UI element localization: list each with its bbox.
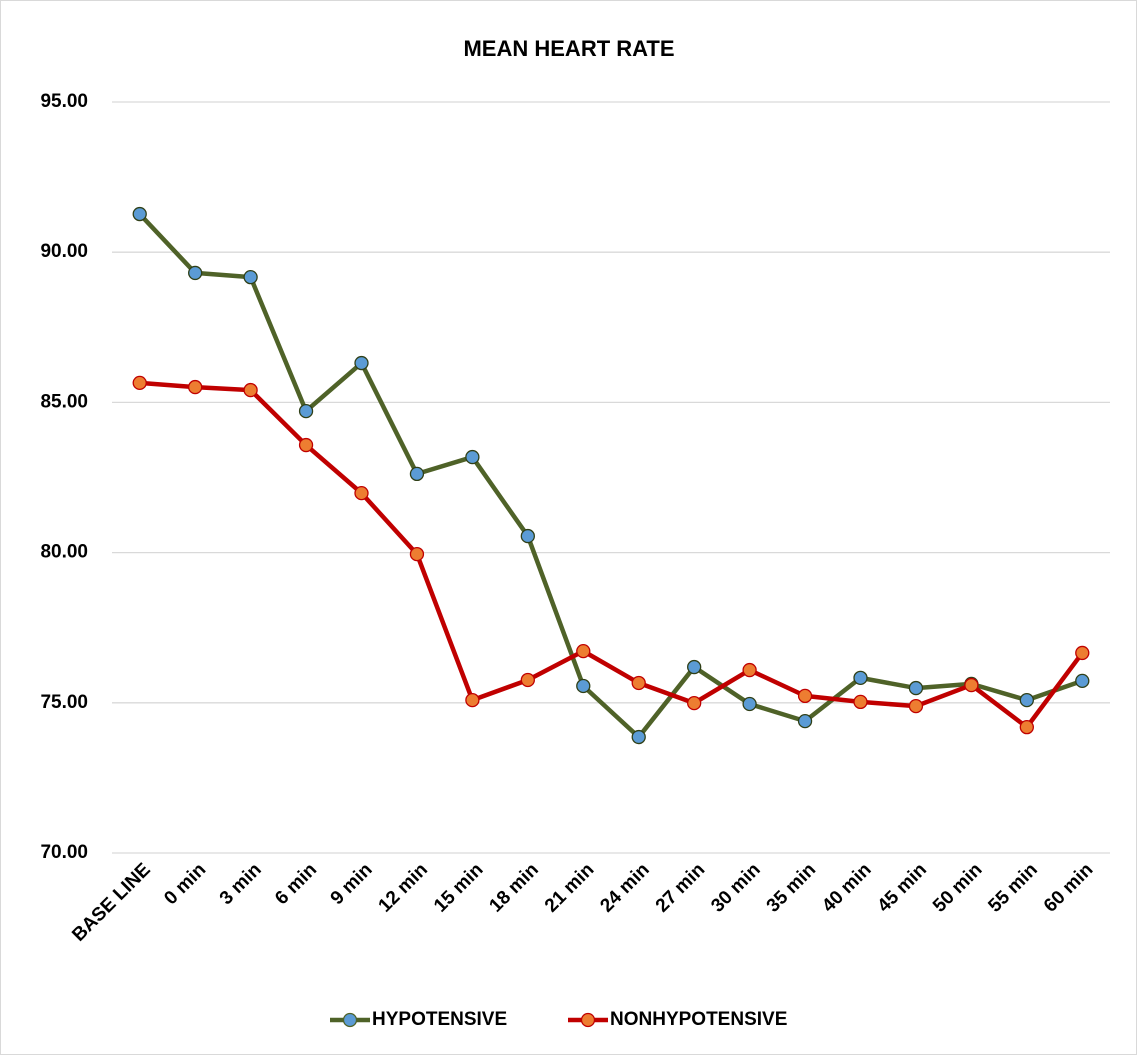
marker bbox=[964, 677, 979, 693]
marker bbox=[853, 694, 868, 710]
marker bbox=[576, 643, 591, 659]
marker bbox=[465, 692, 480, 708]
marker bbox=[298, 403, 314, 419]
legend-label: NONHYPOTENSIVE bbox=[610, 1009, 787, 1030]
series-line bbox=[138, 212, 1084, 740]
marker bbox=[1019, 692, 1034, 708]
marker bbox=[409, 546, 425, 562]
marker bbox=[742, 696, 757, 712]
marker bbox=[520, 672, 535, 688]
y-tick-label: 90.00 bbox=[40, 241, 88, 262]
marker bbox=[687, 659, 702, 675]
marker bbox=[908, 680, 924, 696]
y-tick-label: 75.00 bbox=[40, 692, 88, 713]
marker bbox=[1075, 645, 1090, 661]
y-tick-label: 95.00 bbox=[40, 91, 88, 112]
series-line bbox=[139, 380, 1085, 730]
marker bbox=[243, 382, 258, 398]
marker bbox=[687, 695, 702, 711]
marker bbox=[576, 678, 591, 694]
marker bbox=[243, 269, 258, 285]
marker bbox=[520, 528, 535, 544]
marker bbox=[631, 675, 646, 691]
marker bbox=[1075, 673, 1090, 689]
marker bbox=[298, 437, 314, 453]
chart-title: MEAN HEART RATE bbox=[463, 36, 674, 61]
marker bbox=[354, 485, 369, 501]
legend-label: HYPOTENSIVE bbox=[372, 1009, 507, 1030]
marker bbox=[631, 729, 646, 745]
y-tick-label: 80.00 bbox=[40, 542, 88, 563]
marker bbox=[797, 688, 813, 704]
legend-marker bbox=[342, 1012, 358, 1028]
marker bbox=[742, 662, 757, 678]
marker bbox=[132, 375, 147, 391]
marker bbox=[132, 206, 147, 222]
marker bbox=[908, 698, 924, 714]
y-tick-label: 70.00 bbox=[40, 842, 88, 863]
marker bbox=[188, 265, 203, 281]
legend-marker bbox=[580, 1012, 596, 1028]
y-tick-label: 85.00 bbox=[40, 391, 88, 412]
marker bbox=[188, 379, 203, 395]
marker bbox=[797, 713, 813, 729]
marker bbox=[465, 449, 480, 465]
marker bbox=[853, 670, 868, 686]
marker bbox=[1019, 719, 1034, 735]
marker bbox=[354, 355, 369, 371]
marker bbox=[409, 466, 425, 482]
